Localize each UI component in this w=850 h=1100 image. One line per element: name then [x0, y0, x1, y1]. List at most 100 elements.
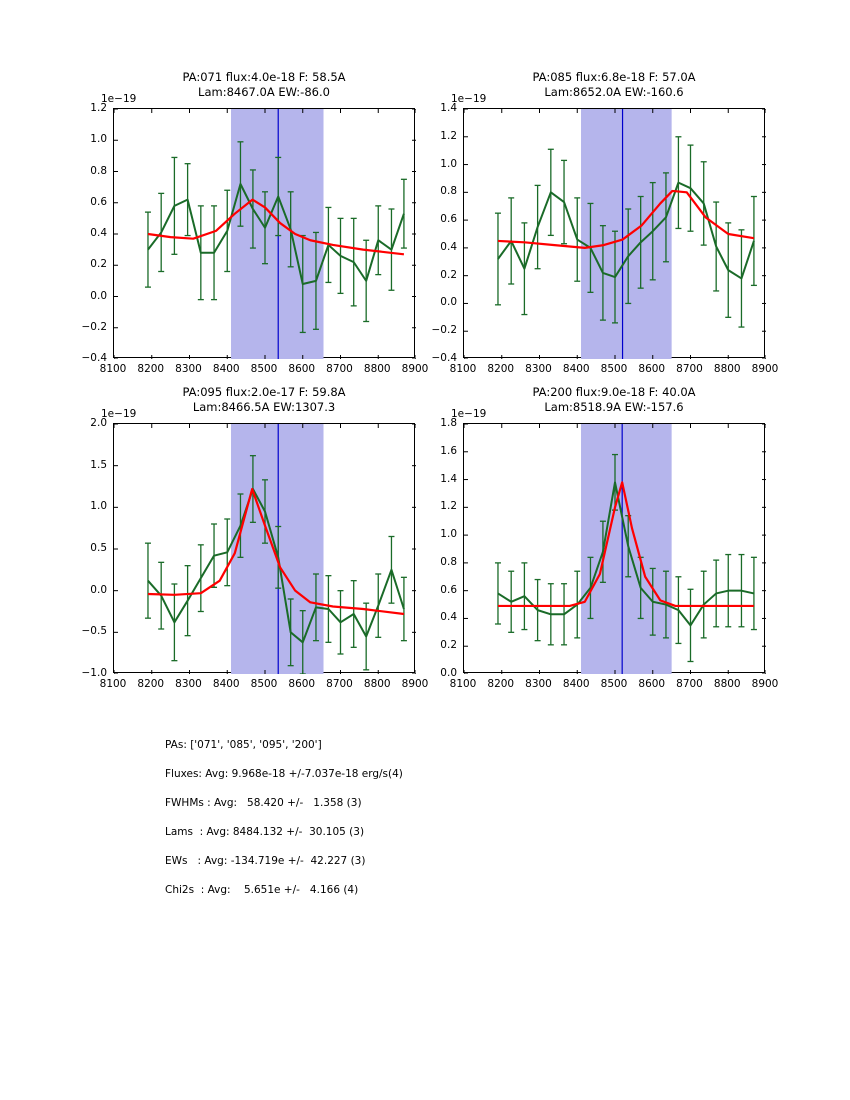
panel-pa-085-xtick-label: 8900 [751, 363, 779, 375]
summary-line-fluxes: Fluxes: Avg: 9.968e-18 +/-7.037e-18 erg/… [165, 768, 403, 780]
panel-pa-200-axes [463, 423, 766, 674]
panel-pa-200-xtick-label: 8300 [525, 678, 552, 690]
panel-pa-200-ytick-label: 0.6 [440, 583, 457, 596]
panel-pa-095-xtick-label: 8400 [212, 678, 240, 690]
tick-marks [114, 109, 416, 359]
panel-pa-071-xtick-label: 8400 [212, 363, 240, 375]
panel-pa-071-xtick-label: 8100 [99, 363, 127, 375]
error-bars [494, 136, 757, 328]
panel-pa-085-xtick-label: 8400 [562, 363, 590, 375]
panel-pa-200-xtick-label: 8800 [713, 678, 741, 690]
panel-pa-085-ytick-label: 0.6 [440, 213, 457, 226]
panel-pa-095-ytick-label: 0.5 [90, 542, 107, 554]
error-bars [144, 141, 407, 334]
panel-pa-200-title: PA:200 flux:9.0e-18 F: 40.0A Lam:8518.9A … [423, 385, 805, 414]
panel-pa-071-xtick-label: 8300 [175, 363, 202, 375]
panel-pa-095-ytick-label: 2.0 [90, 417, 107, 429]
panel-pa-200-ytick-label: 1.2 [440, 500, 457, 513]
plot-title-line1: PA:200 flux:9.0e-18 F: 40.0A [532, 385, 696, 399]
panel-pa-200-xtick-label: 8200 [487, 678, 515, 690]
panel-pa-200-xtick-label: 8100 [449, 678, 477, 690]
series-fit [497, 189, 755, 249]
summary-line-fwhms: FWHMs : Avg: 58.420 +/- 1.358 (3) [165, 797, 362, 809]
panel-pa-085-ytick-label: 0.4 [440, 240, 457, 253]
panel-pa-200-ytick-label: 1.8 [440, 417, 457, 429]
panel-pa-071-ytick-label: 0.0 [90, 289, 107, 302]
panel-pa-085-xtick-label: 8300 [525, 363, 552, 375]
tick-marks [464, 109, 766, 359]
panel-pa-071-xtick-label: 8800 [363, 363, 391, 375]
plot-title-line2: Lam:8518.9A EW:-157.6 [544, 399, 684, 414]
panel-pa-071-ytick-label: 1.2 [90, 102, 107, 114]
panel-pa-071-exponent-label: 1e−19 [101, 93, 137, 105]
spectrum-curve [497, 181, 755, 280]
panel-pa-085-xtick-label: 8800 [713, 363, 741, 375]
panel-pa-071-ytick-label: 0.8 [90, 164, 107, 177]
panel-pa-071-xtick-label: 8900 [401, 363, 429, 375]
spectrum-curve [497, 481, 755, 627]
summary-line-lams: Lams : Avg: 8484.132 +/- 30.105 (3) [165, 826, 365, 838]
panel-pa-095-ytick-label: −1.0 [81, 667, 108, 679]
panel-pa-200-xtick-label: 8400 [562, 678, 590, 690]
panel-pa-085-ytick-label: 1.2 [440, 129, 457, 142]
plot-title-line1: PA:071 flux:4.0e-18 F: 58.5A [182, 70, 346, 84]
panel-pa-200-ytick-label: 0.2 [440, 639, 457, 652]
panel-pa-085-title: PA:085 flux:6.8e-18 F: 57.0A Lam:8652.0A … [423, 70, 805, 99]
panel-pa-071-ytick-label: −0.4 [81, 352, 108, 364]
panel-pa-095-xtick-label: 8800 [363, 678, 391, 690]
panel-pa-071-ytick-label: 1.0 [90, 133, 107, 146]
error-bars [144, 455, 407, 674]
plot-title-line1: PA:095 flux:2.0e-17 F: 59.8A [182, 385, 346, 399]
panel-pa-085-ytick-label: 1.4 [440, 102, 457, 114]
series-spectrum [494, 453, 757, 663]
error-bars [494, 453, 757, 663]
plot-title-line2: Lam:8467.0A EW:-86.0 [198, 84, 330, 99]
panel-pa-085-xtick-label: 8500 [600, 363, 628, 375]
tick-marks [464, 424, 766, 674]
panel-pa-085-xtick-label: 8100 [449, 363, 477, 375]
panel-pa-071-ytick-label: 0.2 [90, 258, 107, 271]
panel-pa-095-xtick-label: 8300 [175, 678, 202, 690]
panel-pa-200-xtick-label: 8500 [600, 678, 628, 690]
panel-pa-095-xtick-label: 8600 [288, 678, 316, 690]
series-spectrum [494, 136, 757, 328]
panel-pa-071-title: PA:071 flux:4.0e-18 F: 58.5A Lam:8467.0A … [73, 70, 455, 99]
fit-curve [147, 198, 405, 256]
panel-pa-071-ytick-label: 0.6 [90, 195, 107, 208]
wavelength-band [581, 424, 672, 674]
panel-pa-095-title: PA:095 flux:2.0e-17 F: 59.8A Lam:8466.5A … [73, 385, 455, 414]
series-spectrum [144, 455, 407, 674]
fit-curve [497, 481, 754, 608]
panel-pa-200-ytick-label: 0.4 [440, 611, 457, 624]
panel-pa-095-ytick-label: −0.5 [81, 625, 108, 638]
panel-pa-095-ytick-label: 0.0 [90, 583, 107, 596]
panel-pa-085-ytick-label: −0.4 [431, 352, 458, 364]
panel-pa-085-ytick-label: −0.2 [431, 324, 458, 337]
panel-pa-071-xtick-label: 8700 [326, 363, 353, 375]
panel-pa-200-ytick-label: 1.6 [440, 444, 457, 457]
panel-pa-095-xtick-label: 8700 [326, 678, 353, 690]
fit-curve [147, 487, 405, 616]
panel-pa-095-ytick-label: 1.5 [90, 458, 107, 471]
panel-pa-200-ytick-label: 0.8 [440, 555, 457, 568]
panel-pa-085-xtick-label: 8700 [676, 363, 703, 375]
fit-curve [497, 189, 755, 249]
plot-title-line1: PA:085 flux:6.8e-18 F: 57.0A [532, 70, 696, 84]
summary-line-pas: PAs: ['071', '085', '095', '200'] [165, 739, 322, 751]
panel-pa-085-exponent-label: 1e−19 [451, 93, 487, 105]
panel-pa-085-axes [463, 108, 766, 359]
wavelength-band [581, 109, 672, 359]
panel-pa-071-ytick-label: −0.2 [81, 320, 108, 333]
series-fit [497, 481, 754, 608]
spectrum-curve [147, 488, 405, 644]
panel-pa-095-exponent-label: 1e−19 [101, 408, 137, 420]
summary-line-chi2s: Chi2s : Avg: 5.651e +/- 4.166 (4) [165, 884, 359, 896]
series-fit [147, 487, 405, 616]
panel-pa-085-xtick-label: 8200 [487, 363, 515, 375]
panel-pa-200-ytick-label: 0.0 [440, 667, 457, 679]
panel-pa-200-xtick-label: 8700 [676, 678, 703, 690]
panel-pa-095-axes [113, 423, 416, 674]
